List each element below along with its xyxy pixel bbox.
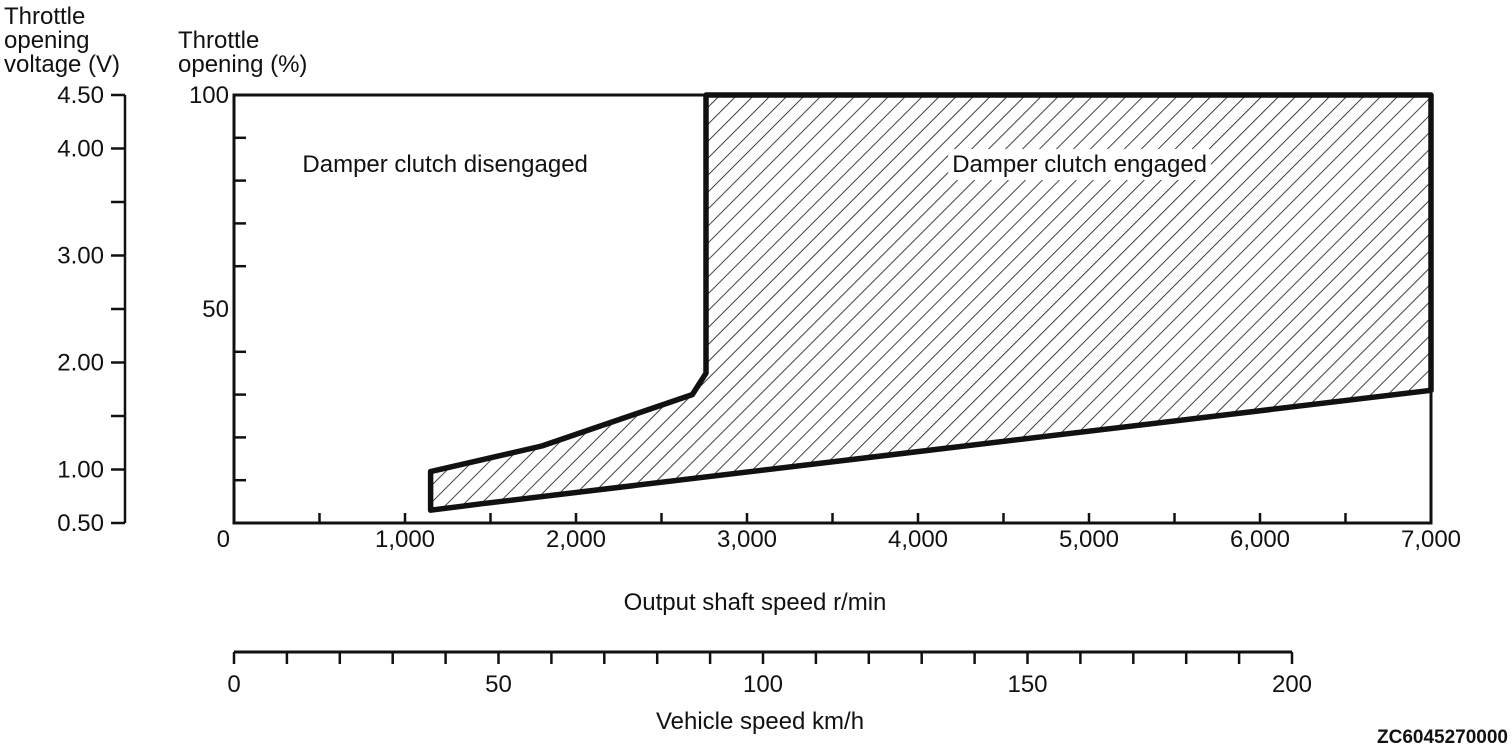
voltage-axis-title-line: voltage (V) [4,51,120,78]
region-label-bg [298,149,592,181]
voltage-tick-label: 1.00 [57,457,104,484]
vehicle-tick-label: 50 [485,671,512,698]
throttle-tick-label: 100 [189,82,229,109]
engaged-region-fill [430,95,1432,511]
x-tick-label: 4,000 [888,526,948,553]
voltage-tick-label: 4.50 [57,82,104,109]
x-tick-label: 0 [217,526,230,553]
vehicle-tick-label: 150 [1007,671,1047,698]
vehicle-tick-label: 0 [227,671,240,698]
throttle-axis-title-line: Throttle [178,27,259,54]
vehicle-tick-label: 200 [1272,671,1312,698]
x-tick-label: 3,000 [717,526,777,553]
region-label-bg [948,149,1212,181]
throttle-tick-label: 50 [202,296,229,323]
voltage-axis-title: Throttle opening voltage (V) [4,3,120,78]
x-tick-label: 6,000 [1230,526,1290,553]
x-tick-label: 5,000 [1059,526,1119,553]
x-tick-label: 2,000 [546,526,606,553]
region-label: Damper clutch disengaged [302,151,588,178]
voltage-tick-label: 2.00 [57,350,104,377]
voltage-axis-title-line: opening [4,27,89,54]
x-tick-label: 1,000 [375,526,435,553]
voltage-tick-label: 0.50 [57,510,104,537]
voltage-tick-label: 4.00 [57,136,104,163]
voltage-axis-title-line: Throttle [4,3,85,30]
engaged-region-boundary [427,92,1434,513]
voltage-axis: Throttle opening voltage (V) 4.50 4.00 3.0… [4,3,127,537]
region-label: Damper clutch engaged [952,151,1207,178]
figure-id: ZC6045270000 [1377,727,1508,748]
x-tick-label: 7,000 [1401,526,1461,553]
throttle-axis-title: Throttle opening (%) [178,27,307,78]
voltage-tick-label: 3.00 [57,243,104,270]
throttle-axis-title-line: opening (%) [178,51,307,78]
vehicle-speed-axis: 0 50 100 150 200 Vehicle speed km/h [227,650,1312,735]
throttle-axis: Throttle opening (%) 100 50 [178,27,307,482]
vehicle-tick-label: 100 [743,671,783,698]
output-speed-axis-title: Output shaft speed r/min [624,589,887,616]
vehicle-speed-axis-title: Vehicle speed km/h [656,708,864,735]
output-speed-axis: 0 1,000 2,000 3,000 4,000 5,000 6,000 7,000 Out… [217,513,1461,616]
